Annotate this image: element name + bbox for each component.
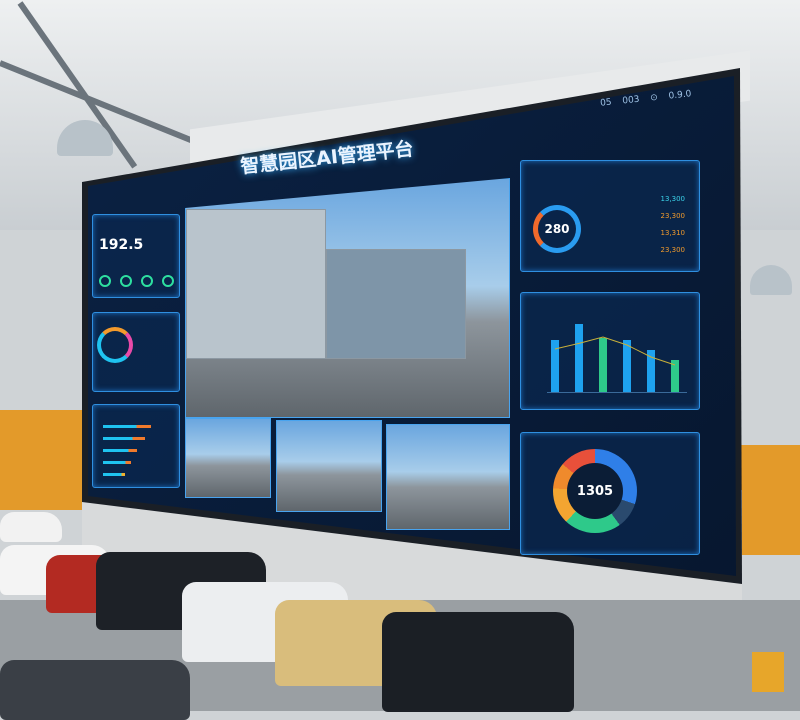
right-panel-bar-chart	[520, 292, 700, 410]
status-icon	[141, 275, 153, 287]
list-value: 13,300	[660, 195, 686, 203]
chart-bar	[551, 340, 559, 392]
building	[326, 249, 466, 359]
progress-bar	[103, 473, 125, 476]
parked-car	[0, 512, 62, 542]
donut-value: 1305	[576, 483, 614, 499]
right-panel-gauge: 280 13,300 23,300 13,310 23,300	[520, 160, 700, 272]
progress-bar	[103, 449, 137, 452]
orange-wall	[0, 410, 82, 510]
plant-pot	[752, 652, 784, 692]
list-value: 23,300	[660, 246, 686, 254]
orange-wall	[738, 445, 800, 555]
status-icon	[162, 275, 174, 287]
trend-line-path	[554, 336, 676, 366]
camera-thumbnail[interactable]	[276, 420, 382, 512]
list-value: 13,310	[660, 229, 686, 237]
ceiling-lamp	[750, 265, 792, 295]
chart-bar	[671, 360, 679, 392]
main-camera-feed[interactable]	[185, 178, 510, 418]
progress-bar	[103, 437, 145, 440]
status-icon	[99, 275, 111, 287]
camera-thumbnail[interactable]	[386, 424, 510, 530]
ring-gauge	[97, 327, 133, 363]
left-panel-metrics: 192.5	[92, 214, 180, 298]
chart-bar	[599, 337, 607, 392]
bar-chart	[547, 313, 687, 393]
status-icon	[120, 275, 132, 287]
chart-bar	[575, 324, 583, 392]
metric-value: 192.5	[99, 237, 144, 253]
progress-bar	[103, 425, 151, 428]
list-value: 23,300	[660, 212, 686, 220]
left-panel-bars	[92, 404, 180, 488]
left-panel-ring	[92, 312, 180, 392]
progress-bar	[103, 461, 131, 464]
right-panel-donut: 1305	[520, 432, 700, 555]
parked-car	[382, 612, 574, 712]
parked-car	[0, 660, 190, 720]
building	[186, 209, 326, 359]
chart-bar	[623, 340, 631, 392]
gauge-value: 280	[544, 222, 570, 236]
chart-bar	[647, 350, 655, 392]
camera-thumbnail[interactable]	[185, 418, 271, 498]
trend-line	[554, 336, 676, 366]
